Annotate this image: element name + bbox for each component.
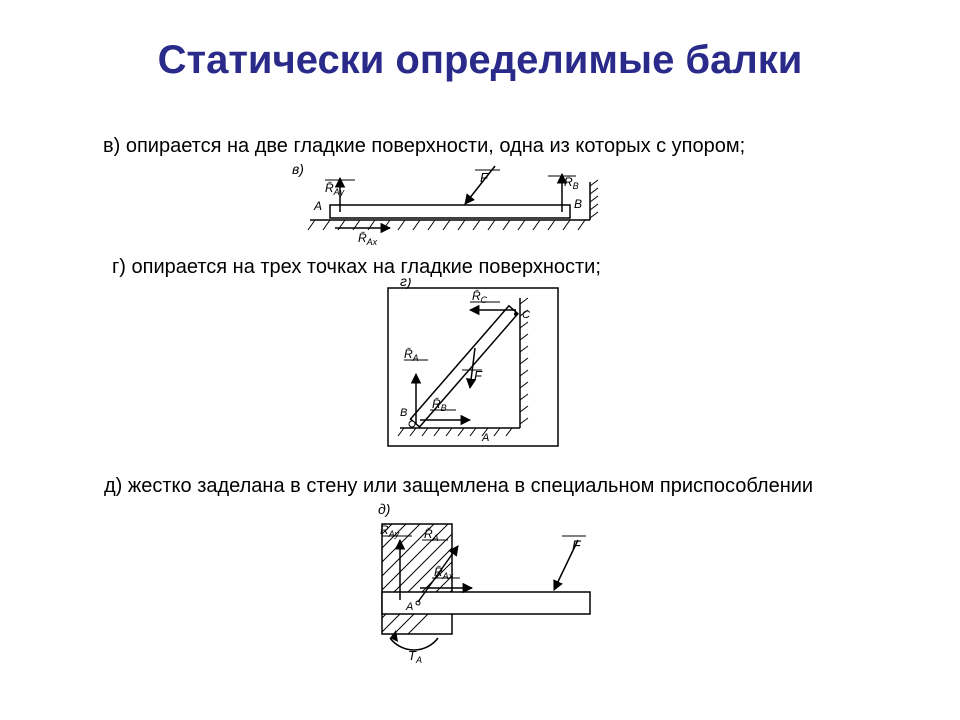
fig-g-letter: г) bbox=[400, 278, 412, 289]
fig-v-letter: в) bbox=[292, 161, 304, 177]
label-RAx: R̄Ax bbox=[358, 231, 378, 245]
figure-d: д) A R̄Ay R̄A bbox=[340, 500, 610, 670]
label-C: C bbox=[522, 309, 530, 321]
label-Bg: B bbox=[400, 407, 407, 419]
caption-v: в) опирается на две гладкие поверхности,… bbox=[103, 135, 745, 158]
label-F-v: F bbox=[480, 170, 489, 185]
label-F-g: F bbox=[474, 368, 483, 383]
label-A-g: A bbox=[481, 432, 489, 444]
label-A: A bbox=[313, 199, 322, 213]
label-RB-g: R̄B bbox=[432, 397, 447, 413]
label-RB: R̄B bbox=[564, 175, 579, 191]
figure-v: в) bbox=[280, 160, 610, 245]
label-A-d: A bbox=[405, 601, 413, 613]
caption-d: д) жестко заделана в стену или защемлена… bbox=[104, 475, 813, 498]
label-RA-g: R̄A bbox=[404, 347, 419, 363]
label-TA: TA bbox=[408, 648, 422, 665]
label-B: B bbox=[574, 197, 582, 211]
figure-g: г) bbox=[370, 278, 570, 458]
label-F-d: F bbox=[572, 537, 582, 553]
slide: { "title": "Статически определимые балки… bbox=[0, 0, 960, 720]
label-RC: R̄C bbox=[472, 289, 488, 305]
fig-d-letter: д) bbox=[378, 501, 390, 517]
label-RAy: R̄Ay bbox=[325, 181, 345, 197]
caption-g: г) опирается на трех точках на гладкие п… bbox=[112, 256, 601, 279]
slide-title: Статически определимые балки bbox=[0, 38, 960, 83]
